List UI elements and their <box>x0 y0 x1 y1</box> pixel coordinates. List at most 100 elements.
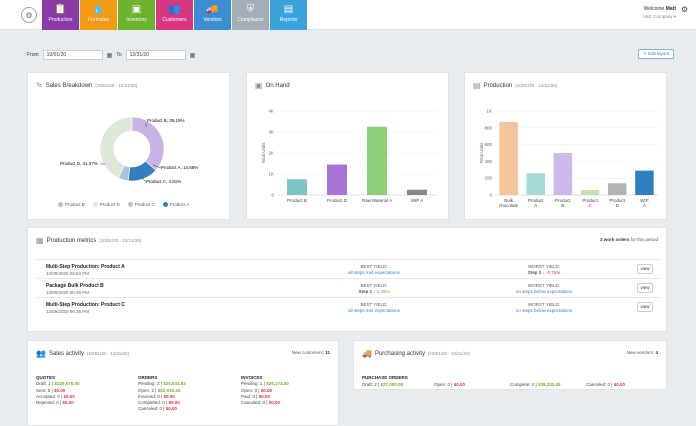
company-selector[interactable]: ABC Company ▾ <box>642 14 676 19</box>
row-name[interactable]: Multi-Step Production: Product A <box>46 264 125 270</box>
row-date: 12/09/2020 06:49 PM <box>46 290 90 295</box>
status-count[interactable]: Open: 0 | $0.00 <box>241 387 272 393</box>
status-count[interactable]: Draft: 1 | $329,575.00 <box>36 381 80 387</box>
tab-compliance[interactable]: ⛨ Compliance <box>232 0 269 30</box>
truck-icon: 🚚 <box>206 4 219 15</box>
pie-label-a: Product A, 14.68% <box>161 165 198 170</box>
pencil-icon: ✎ <box>36 81 43 90</box>
purchase-status-count[interactable]: Complete: 2 | $29,233.45 <box>510 381 561 387</box>
y-tick-label: 200 <box>484 176 492 181</box>
calendar-icon[interactable]: ▦ <box>106 51 113 59</box>
tab-vendors[interactable]: 🚚 Vendors <box>194 0 231 30</box>
y-tick-label: 600 <box>484 142 492 147</box>
legend-item[interactable]: Product D <box>92 202 120 207</box>
tab-formulas[interactable]: 💧 Formulas <box>80 0 117 30</box>
dashboard: From ▦ To ▦ ✎ Edit layout ✎Sales Breakdo… <box>27 43 674 426</box>
best-yield: BEST YIELD: all steps met expectations <box>348 264 400 275</box>
x-tick-label: chocolate <box>499 203 519 208</box>
status-count[interactable]: Sent: 0 | $0.00 <box>36 387 66 393</box>
legend-item[interactable]: Product C <box>127 202 155 207</box>
people-icon: 👥 <box>168 4 181 15</box>
sales-breakdown-card: ✎ Sales Breakdown (10/01/20 - 12/31/20) Pr… <box>27 72 230 220</box>
top-bar: ⚙ 📋 Production 💧 Formulas ▣ Inventory 👥 Custome… <box>0 0 696 30</box>
bar-wip-a[interactable] <box>407 189 427 195</box>
date-range: From ▦ To ▦ <box>27 49 195 61</box>
status-count[interactable]: Accepted: 0 | $0.00 <box>36 393 75 399</box>
tab-label: Reports <box>279 17 298 23</box>
bar-product-b[interactable] <box>287 179 307 195</box>
logo-icon[interactable]: ⚙ <box>21 7 37 23</box>
row-name[interactable]: Multi-Step Production: Product C <box>46 302 125 308</box>
y-tick-label: 0 <box>489 193 492 198</box>
to-date-input[interactable] <box>125 50 186 60</box>
gear-icon[interactable]: ⚙ <box>680 5 688 14</box>
user-name: Matt <box>665 6 676 12</box>
tab-customers[interactable]: 👥 Customers <box>156 0 193 30</box>
from-date-input[interactable] <box>42 50 103 60</box>
status-count[interactable]: Invoiced: 0 | $0.00 <box>138 393 175 399</box>
view-button[interactable]: view <box>637 283 653 293</box>
purchasing-activity-card: 🚚 Purchasing activity (10/01/20 - 12/31/20… <box>353 340 667 390</box>
status-count[interactable]: Canceled: 0 | $0.00 <box>138 406 177 412</box>
card-subtitle: (10/01/20 - 12/31/20) <box>99 238 142 243</box>
view-button[interactable]: view <box>637 302 653 312</box>
row-date: 12/09/2020 06:53 PM <box>46 271 90 276</box>
pie-slice-product-b[interactable] <box>131 116 165 171</box>
status-count[interactable]: Rejected: 0 | $0.00 <box>36 400 74 406</box>
y-tick-label: 400 <box>484 159 492 164</box>
table-row[interactable]: Package Bulk Product B 12/09/2020 06:49 … <box>34 278 661 297</box>
invoices-column: INVOICES Pending: 1 | $26,173.40 Open: 0 |… <box>241 375 289 406</box>
calendar-icon[interactable]: ▦ <box>189 51 196 59</box>
status-count[interactable]: Paid: 0 | $0.00 <box>241 393 270 399</box>
purchase-status-count[interactable]: Open: 0 | $0.00 <box>434 381 465 387</box>
x-tick-label: D <box>616 203 620 208</box>
tab-label: Vendors <box>203 17 222 23</box>
legend-item[interactable]: Product B <box>58 202 85 207</box>
legend-swatch <box>92 202 98 207</box>
column-header: ORDERS <box>138 375 158 380</box>
bar-product-a[interactable] <box>526 173 545 195</box>
bar-wip-a[interactable] <box>635 170 654 195</box>
x-tick-label: Raw Material A <box>362 198 392 203</box>
table-row[interactable]: Multi-Step Production: Product C 12/09/2… <box>34 297 661 316</box>
legend-swatch <box>127 202 133 207</box>
status-count[interactable]: Canceled: 0 | $0.00 <box>241 400 280 406</box>
worst-yield: WORST YIELD: Step 3 ↓ -0.75% <box>527 264 561 275</box>
view-button[interactable]: view <box>637 264 653 274</box>
bar-product-d[interactable] <box>608 183 627 195</box>
edit-layout-button[interactable]: ✎ Edit layout <box>637 49 674 59</box>
tab-production[interactable]: 📋 Production <box>42 0 79 30</box>
work-order-count: 3 work orders for this period <box>599 237 658 242</box>
y-tick-label: 1K <box>486 109 492 114</box>
tab-label: Compliance <box>237 17 264 23</box>
legend-item[interactable]: Product A <box>162 202 189 207</box>
welcome-text: Welcome <box>643 6 666 12</box>
tab-reports[interactable]: ▤ Reports <box>270 0 307 30</box>
pie-label-b: Product B, 35.19% <box>147 118 185 123</box>
x-tick-label: C <box>588 203 592 208</box>
status-count[interactable]: Open: 2 | $62,915.40 <box>138 387 181 393</box>
shield-icon: ⛨ <box>246 4 255 15</box>
card-title: Sales Breakdown <box>45 82 93 89</box>
bar-raw-material-a[interactable] <box>367 126 387 195</box>
user-menu[interactable]: Welcome Matt ABC Company ▾ ⚙ <box>642 6 688 20</box>
purchase-status-count[interactable]: Canceled: 0 | $0.00 <box>586 381 625 387</box>
status-count[interactable]: Pending: 3 | $20,641.92 <box>138 381 186 387</box>
status-count[interactable]: Pending: 1 | $26,173.40 <box>241 381 289 387</box>
tab-inventory[interactable]: ▣ Inventory <box>118 0 155 30</box>
row-name[interactable]: Package Bulk Product B <box>46 283 104 289</box>
purchase-status-count[interactable]: Draft: 2 | $27,000.00 <box>362 381 403 387</box>
bar-bulk-chocolate[interactable] <box>499 121 518 195</box>
x-tick-label: Product <box>609 198 625 203</box>
x-tick-label: WIP <box>640 198 649 203</box>
table-row[interactable]: Multi-Step Production: Product A 12/09/2… <box>34 259 661 278</box>
bar-product-c[interactable] <box>580 189 600 195</box>
bar-product-b[interactable] <box>553 153 573 195</box>
status-count[interactable]: Completed: 0 | $0.00 <box>138 400 180 406</box>
orders-column: ORDERS Pending: 3 | $20,641.92 Open: 2 | $… <box>138 375 186 413</box>
bar-product-d[interactable] <box>327 164 347 195</box>
pie-slice-product-d[interactable] <box>99 116 133 179</box>
clipboard-icon: ▤ <box>473 81 481 90</box>
card-title: Sales activity <box>48 350 84 357</box>
purchase-orders-header: PURCHASE ORDERS <box>362 375 408 380</box>
